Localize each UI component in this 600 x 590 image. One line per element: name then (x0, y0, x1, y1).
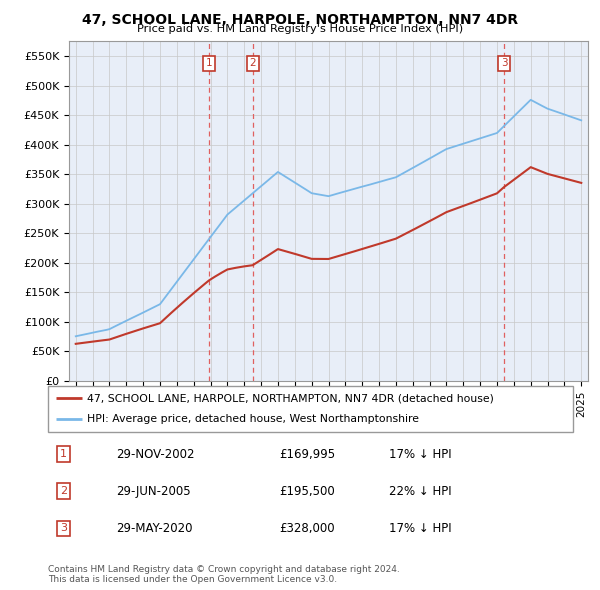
Text: 3: 3 (60, 523, 67, 533)
Text: £169,995: £169,995 (279, 448, 335, 461)
Text: Price paid vs. HM Land Registry's House Price Index (HPI): Price paid vs. HM Land Registry's House … (137, 24, 463, 34)
Text: 3: 3 (501, 58, 508, 68)
Text: £328,000: £328,000 (279, 522, 335, 535)
Text: 29-JUN-2005: 29-JUN-2005 (116, 484, 191, 498)
Text: 22% ↓ HPI: 22% ↓ HPI (389, 484, 452, 498)
Text: 29-NOV-2002: 29-NOV-2002 (116, 448, 195, 461)
Text: 47, SCHOOL LANE, HARPOLE, NORTHAMPTON, NN7 4DR: 47, SCHOOL LANE, HARPOLE, NORTHAMPTON, N… (82, 13, 518, 27)
Text: 17% ↓ HPI: 17% ↓ HPI (389, 522, 452, 535)
Text: This data is licensed under the Open Government Licence v3.0.: This data is licensed under the Open Gov… (48, 575, 337, 584)
Text: HPI: Average price, detached house, West Northamptonshire: HPI: Average price, detached house, West… (88, 414, 419, 424)
Text: 47, SCHOOL LANE, HARPOLE, NORTHAMPTON, NN7 4DR (detached house): 47, SCHOOL LANE, HARPOLE, NORTHAMPTON, N… (88, 394, 494, 404)
Text: 1: 1 (60, 449, 67, 459)
FancyBboxPatch shape (48, 386, 573, 432)
Text: 2: 2 (60, 486, 67, 496)
Text: Contains HM Land Registry data © Crown copyright and database right 2024.: Contains HM Land Registry data © Crown c… (48, 565, 400, 573)
Text: 1: 1 (206, 58, 212, 68)
Text: £195,500: £195,500 (279, 484, 335, 498)
Text: 17% ↓ HPI: 17% ↓ HPI (389, 448, 452, 461)
Text: 29-MAY-2020: 29-MAY-2020 (116, 522, 193, 535)
Text: 2: 2 (250, 58, 256, 68)
